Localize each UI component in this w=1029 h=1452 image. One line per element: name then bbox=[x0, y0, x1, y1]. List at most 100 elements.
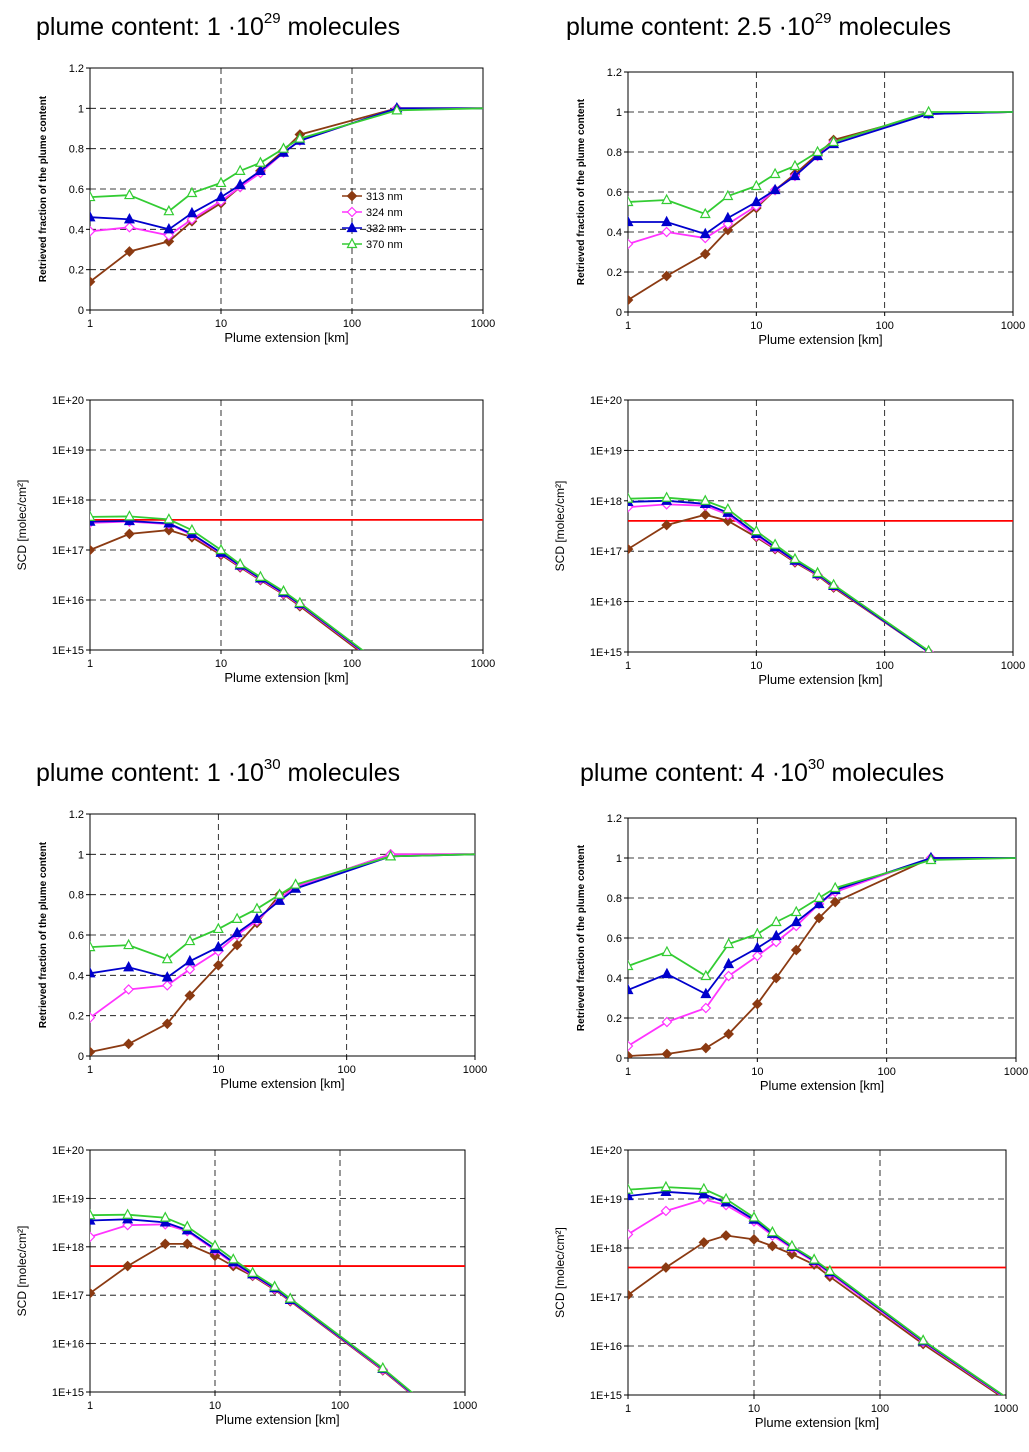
x-tick-label: 100 bbox=[331, 1400, 349, 1412]
data-point bbox=[215, 543, 227, 555]
data-point bbox=[628, 195, 634, 207]
y-axis-label: Retrieved fraction of the plume content bbox=[38, 841, 49, 1028]
data-point bbox=[161, 971, 173, 982]
data-point bbox=[181, 1238, 193, 1250]
legend-marker bbox=[346, 206, 358, 218]
x-tick-label: 1000 bbox=[1001, 320, 1025, 332]
data-point bbox=[628, 1289, 634, 1301]
data-point bbox=[212, 940, 224, 952]
y-tick-label: 1E+18 bbox=[590, 496, 622, 508]
y-tick-label: 1.2 bbox=[69, 809, 84, 821]
data-point bbox=[748, 1234, 760, 1245]
y-axis-label: Retrieved fraction of the plume content bbox=[576, 844, 587, 1031]
series-group bbox=[628, 1180, 1005, 1395]
x-tick-label: 100 bbox=[871, 1403, 889, 1415]
series-line-332nm bbox=[90, 520, 363, 650]
y-tick-label: 1E+18 bbox=[590, 1243, 622, 1255]
x-tick-label: 1000 bbox=[463, 1064, 487, 1076]
y-tick-label: 0.6 bbox=[607, 933, 622, 945]
data-point bbox=[628, 959, 634, 971]
data-point bbox=[90, 1287, 96, 1299]
data-point bbox=[700, 1042, 712, 1054]
x-tick-label: 1000 bbox=[1004, 1066, 1028, 1078]
x-tick-label: 100 bbox=[875, 320, 893, 332]
data-point bbox=[215, 190, 227, 202]
legend-label: 332 nm bbox=[366, 223, 403, 235]
series-line-332nm bbox=[90, 107, 483, 231]
y-tick-label: 1E+20 bbox=[590, 1145, 622, 1157]
y-tick-label: 0.4 bbox=[607, 227, 622, 239]
data-point bbox=[247, 1266, 259, 1277]
series-line-370nm bbox=[90, 853, 475, 961]
data-point bbox=[660, 1180, 672, 1192]
y-tick-label: 1E+17 bbox=[590, 546, 622, 558]
data-point bbox=[813, 912, 825, 924]
x-tick-label: 10 bbox=[751, 1066, 763, 1078]
y-tick-label: 0.8 bbox=[607, 893, 622, 905]
y-axis-label: SCD [molec/cm²] bbox=[15, 480, 29, 571]
series-group bbox=[628, 851, 1016, 1058]
data-point bbox=[699, 207, 711, 219]
data-point bbox=[231, 926, 243, 938]
legend-label: 324 nm bbox=[366, 207, 403, 219]
data-point bbox=[723, 970, 734, 982]
data-point bbox=[661, 193, 673, 205]
y-tick-label: 0.2 bbox=[607, 1013, 622, 1025]
legend-marker bbox=[346, 190, 358, 202]
data-point bbox=[274, 888, 286, 899]
series-line-313nm bbox=[90, 107, 483, 283]
y-tick-label: 1E+19 bbox=[590, 445, 622, 457]
series-group bbox=[90, 102, 483, 288]
y-tick-label: 1E+16 bbox=[590, 1341, 622, 1353]
data-point bbox=[231, 912, 243, 923]
data-point bbox=[181, 1220, 193, 1231]
x-tick-label: 1000 bbox=[994, 1403, 1018, 1415]
data-point bbox=[786, 1248, 798, 1260]
data-point bbox=[163, 223, 175, 234]
data-point bbox=[234, 178, 246, 190]
data-point bbox=[723, 937, 735, 949]
data-point bbox=[790, 944, 802, 956]
data-point bbox=[924, 644, 933, 652]
x-tick-label: 10 bbox=[750, 320, 762, 332]
panel-title-2.5e29: plume content: 2.5 ·1029 molecules bbox=[566, 10, 951, 41]
data-point bbox=[122, 1208, 134, 1219]
data-point bbox=[90, 226, 96, 237]
series-line-324nm bbox=[628, 503, 930, 652]
series-line-332nm bbox=[628, 857, 1016, 996]
data-point bbox=[234, 557, 246, 569]
series-group bbox=[90, 1208, 413, 1392]
x-tick-label: 1 bbox=[625, 320, 631, 332]
data-point bbox=[90, 510, 96, 521]
data-point bbox=[186, 206, 198, 218]
y-tick-label: 0.6 bbox=[607, 187, 622, 199]
chart-1e30-fraction: 0 0.2 0.4 0.6 0.8 1 1.2 1 10 100 1000 Plume extensi… bbox=[38, 809, 487, 1091]
data-point bbox=[700, 969, 712, 981]
x-tick-label: 1 bbox=[625, 660, 631, 672]
data-point bbox=[720, 1230, 732, 1241]
series-line-313nm bbox=[90, 853, 475, 1053]
y-tick-label: 1E+20 bbox=[590, 395, 622, 407]
y-tick-label: 1 bbox=[78, 849, 84, 861]
y-tick-label: 1.2 bbox=[607, 813, 622, 825]
data-point bbox=[699, 248, 711, 260]
data-point bbox=[274, 894, 286, 905]
data-point bbox=[186, 523, 198, 535]
chart-2.5e29-fraction: 0 0.2 0.4 0.6 0.8 1 1.2 1 10 100 1000 Plume extensi… bbox=[576, 67, 1025, 347]
x-axis-label: Plume extension [km] bbox=[224, 330, 348, 345]
data-point bbox=[123, 984, 134, 995]
data-point bbox=[722, 211, 734, 223]
y-tick-label: 0.2 bbox=[69, 265, 84, 277]
data-point bbox=[770, 929, 782, 941]
data-point bbox=[722, 189, 734, 201]
x-tick-label: 1 bbox=[87, 1064, 93, 1076]
data-point bbox=[808, 1253, 820, 1264]
x-axis-label: Plume extension [km] bbox=[215, 1412, 339, 1427]
series-line-370nm bbox=[90, 107, 483, 213]
series-line-324nm bbox=[90, 853, 475, 1019]
y-tick-label: 1E+18 bbox=[52, 495, 84, 507]
x-tick-label: 10 bbox=[209, 1400, 221, 1412]
data-point bbox=[813, 897, 825, 909]
y-tick-label: 1E+16 bbox=[52, 595, 84, 607]
legend: 313 nm 324 nm 332 nm 370 nm bbox=[342, 190, 403, 251]
